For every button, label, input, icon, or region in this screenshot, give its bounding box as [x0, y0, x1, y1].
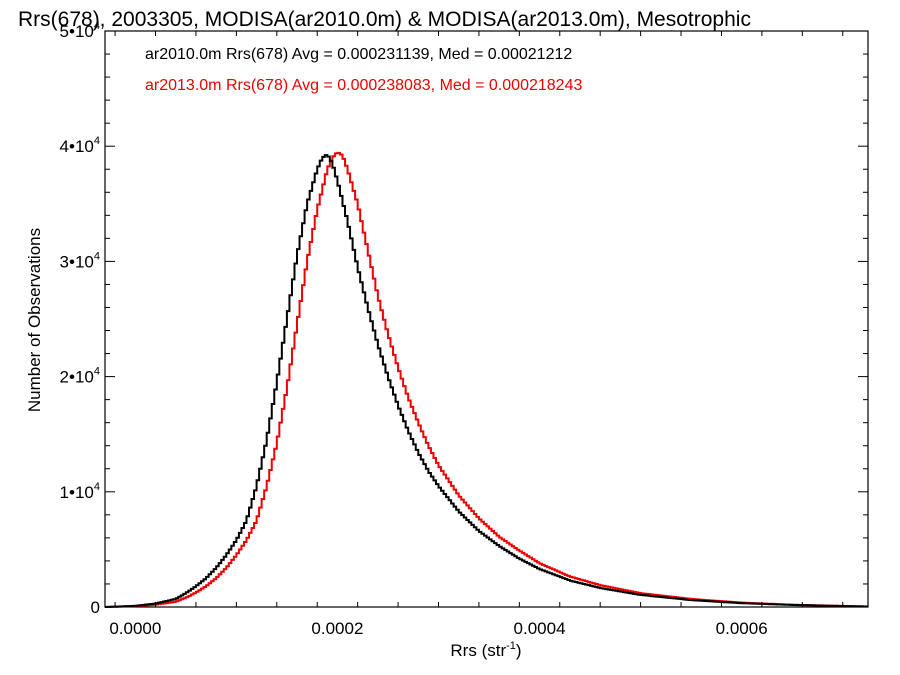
legend: ar2010.0m Rrs(678) Avg = 0.000231139, Me… [145, 46, 582, 94]
x-axis-title-text: Rrs (str [450, 641, 506, 660]
x-axis-ticks: 0.0000 0.0002 0.0004 0.0006 [109, 31, 844, 638]
y-tick-label: 4•104 [60, 135, 100, 156]
y-tick-label: 1•104 [60, 481, 100, 502]
chart-title: Rrs(678), 2003305, MODISA(ar2010.0m) & M… [18, 8, 751, 31]
x-tick-label: 0.0000 [109, 619, 161, 638]
x-axis-title-close: ) [516, 641, 522, 660]
x-tick-label: 0.0002 [311, 619, 363, 638]
x-tick-label: 0.0004 [514, 619, 566, 638]
legend-entry-ar2010: ar2010.0m Rrs(678) Avg = 0.000231139, Me… [145, 46, 572, 63]
series-line-ar2013-0m [105, 151, 868, 608]
legend-entry-ar2013: ar2013.0m Rrs(678) Avg = 0.000238083, Me… [145, 77, 582, 94]
plot-frame [104, 30, 869, 608]
plot-area: 0.0000 0.0002 0.0004 0.0006 0 1•104 2•104 3•10… [60, 20, 869, 638]
x-axis-title: Rrs (str-1) [450, 640, 521, 660]
x-tick-label: 0.0006 [716, 619, 768, 638]
y-axis-ticks: 0 1•104 2•104 3•104 4•104 5•104 [60, 20, 868, 617]
y-tick-label: 0 [91, 598, 100, 617]
y-tick-label: 5•104 [60, 20, 100, 41]
x-axis-title-exponent: -1 [506, 640, 516, 652]
y-tick-label: 3•104 [60, 250, 100, 271]
series-layer [105, 151, 868, 608]
y-tick-label: 2•104 [60, 366, 100, 387]
series-line-ar2010-0m [105, 154, 868, 608]
y-axis-title: Number of Observations [25, 228, 44, 412]
